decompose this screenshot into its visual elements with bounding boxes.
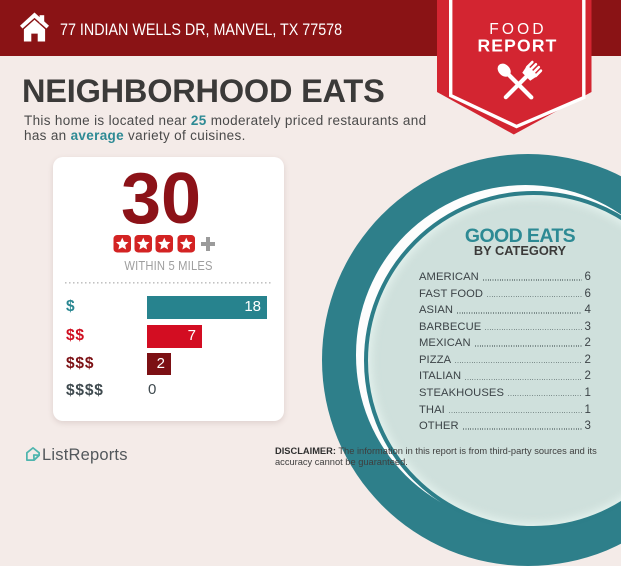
svg-text:FOOD: FOOD	[489, 21, 547, 38]
svg-text:REPORT: REPORT	[477, 36, 557, 56]
